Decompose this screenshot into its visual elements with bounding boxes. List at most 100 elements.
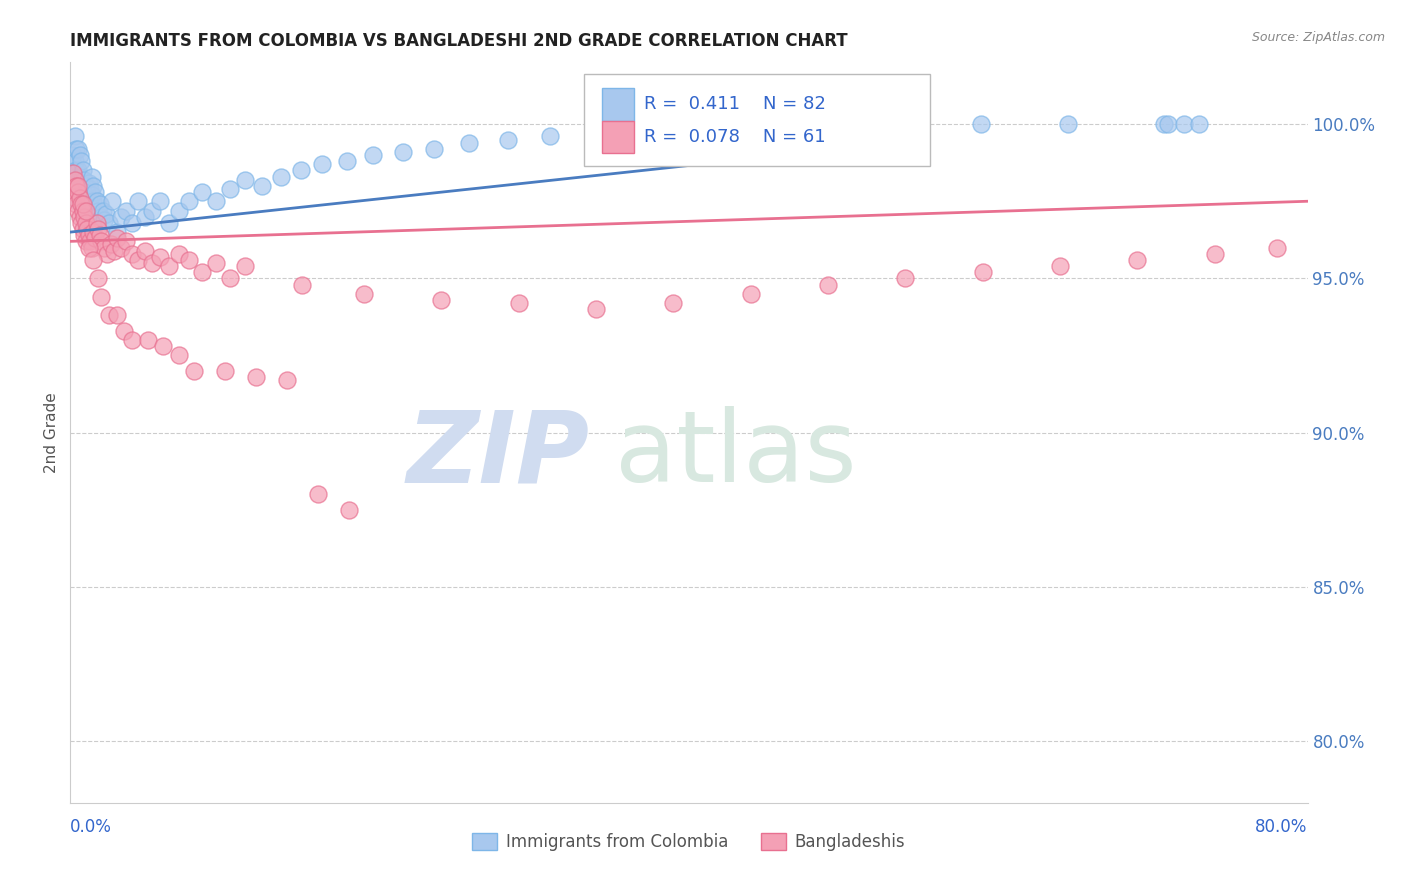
- Point: [98, 216, 120, 230]
- Point: [740, 286, 762, 301]
- Point: [65, 178, 87, 193]
- Point: [82, 252, 105, 267]
- Point: [291, 277, 314, 292]
- Point: [62, 148, 84, 162]
- Point: [80, 169, 103, 184]
- Point: [496, 132, 519, 146]
- Point: [307, 487, 329, 501]
- FancyBboxPatch shape: [602, 88, 634, 120]
- Point: [183, 364, 205, 378]
- Point: [817, 277, 839, 292]
- Y-axis label: 2nd Grade: 2nd Grade: [44, 392, 59, 473]
- Point: [67, 142, 90, 156]
- Point: [96, 246, 118, 260]
- Point: [82, 225, 105, 239]
- Point: [894, 271, 917, 285]
- Point: [103, 244, 125, 258]
- Point: [115, 203, 138, 218]
- Point: [73, 172, 96, 186]
- Point: [179, 194, 201, 209]
- Point: [79, 235, 101, 249]
- Point: [72, 203, 94, 218]
- Point: [98, 309, 120, 323]
- Point: [1188, 117, 1211, 131]
- Point: [105, 309, 128, 323]
- Point: [458, 136, 481, 150]
- Point: [115, 235, 138, 249]
- Point: [65, 142, 87, 156]
- Point: [149, 194, 172, 209]
- Point: [585, 302, 607, 317]
- Point: [1057, 117, 1080, 131]
- Point: [157, 216, 180, 230]
- Point: [84, 185, 107, 199]
- Point: [149, 250, 172, 264]
- Point: [73, 191, 96, 205]
- Point: [127, 252, 149, 267]
- Point: [82, 178, 105, 193]
- Point: [77, 228, 100, 243]
- Point: [72, 197, 94, 211]
- Point: [63, 191, 86, 205]
- Point: [89, 197, 111, 211]
- Legend: Immigrants from Colombia, Bangladeshis: Immigrants from Colombia, Bangladeshis: [465, 826, 912, 857]
- Point: [75, 216, 97, 230]
- Point: [218, 182, 240, 196]
- Point: [290, 163, 312, 178]
- Point: [690, 123, 713, 137]
- Point: [353, 286, 375, 301]
- Point: [75, 197, 97, 211]
- Point: [69, 210, 91, 224]
- Point: [94, 206, 117, 220]
- Point: [167, 349, 190, 363]
- Point: [67, 194, 90, 209]
- Point: [1126, 252, 1149, 267]
- Text: IMMIGRANTS FROM COLOMBIA VS BANGLADESHI 2ND GRADE CORRELATION CHART: IMMIGRANTS FROM COLOMBIA VS BANGLADESHI …: [70, 32, 848, 50]
- Point: [82, 194, 105, 209]
- Text: 80.0%: 80.0%: [1256, 818, 1308, 836]
- Point: [817, 117, 839, 131]
- Point: [67, 163, 90, 178]
- Point: [86, 194, 108, 209]
- Point: [1265, 241, 1288, 255]
- Point: [1153, 117, 1175, 131]
- Point: [311, 157, 333, 171]
- Point: [75, 235, 97, 249]
- Text: Source: ZipAtlas.com: Source: ZipAtlas.com: [1251, 31, 1385, 45]
- Point: [101, 194, 124, 209]
- Point: [75, 203, 97, 218]
- Point: [179, 252, 201, 267]
- Text: atlas: atlas: [614, 407, 856, 503]
- Point: [62, 167, 84, 181]
- Point: [204, 194, 226, 209]
- Point: [214, 364, 236, 378]
- Point: [127, 194, 149, 209]
- Point: [76, 203, 98, 218]
- Text: 0.0%: 0.0%: [70, 818, 112, 836]
- Point: [69, 185, 91, 199]
- Text: R =  0.411    N = 82: R = 0.411 N = 82: [644, 95, 827, 113]
- Point: [167, 246, 190, 260]
- Point: [430, 293, 453, 307]
- Point: [79, 201, 101, 215]
- Point: [134, 210, 156, 224]
- Point: [72, 203, 94, 218]
- Point: [110, 210, 132, 224]
- Point: [141, 203, 163, 218]
- Point: [70, 194, 93, 209]
- Point: [73, 228, 96, 243]
- Point: [1173, 117, 1195, 131]
- Point: [662, 296, 685, 310]
- Point: [270, 169, 292, 184]
- Point: [86, 216, 108, 230]
- Point: [91, 203, 114, 218]
- Point: [65, 163, 87, 178]
- Point: [751, 120, 773, 135]
- Point: [62, 185, 84, 199]
- Point: [141, 256, 163, 270]
- Point: [100, 237, 122, 252]
- Point: [152, 339, 174, 353]
- Point: [585, 127, 607, 141]
- Point: [87, 222, 110, 236]
- Point: [75, 216, 97, 230]
